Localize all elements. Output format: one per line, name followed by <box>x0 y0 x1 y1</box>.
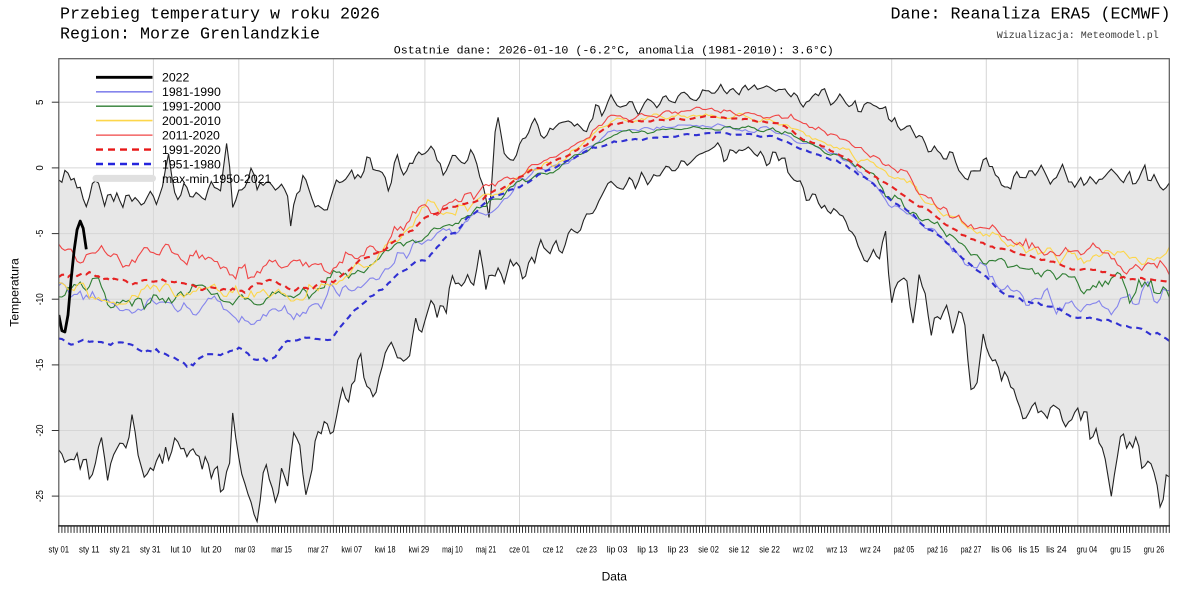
svg-text:wrz 13: wrz 13 <box>826 544 847 554</box>
svg-text:sty 11: sty 11 <box>79 544 100 554</box>
svg-text:cze 12: cze 12 <box>543 544 564 554</box>
svg-text:paź 27: paź 27 <box>961 544 982 554</box>
svg-text:mar 27: mar 27 <box>308 544 329 554</box>
svg-text:gru 15: gru 15 <box>1110 544 1131 554</box>
svg-text:kwi 07: kwi 07 <box>341 544 362 554</box>
svg-text:sty 01: sty 01 <box>49 544 70 554</box>
svg-text:max-min 1950-2021: max-min 1950-2021 <box>162 172 272 186</box>
svg-text:5: 5 <box>35 99 46 105</box>
svg-text:mar 15: mar 15 <box>271 544 292 554</box>
svg-text:gru 26: gru 26 <box>1144 544 1165 554</box>
svg-text:-25: -25 <box>35 490 46 502</box>
svg-text:paź 05: paź 05 <box>894 544 915 554</box>
svg-text:sty 31: sty 31 <box>140 544 161 554</box>
svg-text:lut 10: lut 10 <box>171 544 192 554</box>
svg-text:Data: Data <box>602 570 628 584</box>
svg-text:lis 24: lis 24 <box>1046 544 1067 554</box>
svg-text:-5: -5 <box>35 229 46 237</box>
svg-text:cze 01: cze 01 <box>509 544 530 554</box>
svg-text:kwi 29: kwi 29 <box>409 544 430 554</box>
svg-text:1981-1990: 1981-1990 <box>162 85 221 99</box>
svg-text:lis 06: lis 06 <box>991 544 1012 554</box>
svg-text:paź 16: paź 16 <box>927 544 948 554</box>
svg-text:sie 12: sie 12 <box>729 544 750 554</box>
svg-text:lis 15: lis 15 <box>1019 544 1040 554</box>
svg-text:Region: Morze Grenlandzkie: Region: Morze Grenlandzkie <box>60 24 320 43</box>
svg-text:wrz 24: wrz 24 <box>859 544 880 554</box>
svg-text:Dane: Reanaliza ERA5 (ECMWF): Dane: Reanaliza ERA5 (ECMWF) <box>891 5 1171 24</box>
svg-text:1991-2020: 1991-2020 <box>162 143 221 157</box>
svg-text:Przebieg temperatury w roku 20: Przebieg temperatury w roku 2026 <box>60 5 380 24</box>
svg-text:-10: -10 <box>35 293 46 305</box>
svg-text:lut 20: lut 20 <box>201 544 222 554</box>
svg-text:1951-1980: 1951-1980 <box>162 157 221 171</box>
svg-text:wrz 02: wrz 02 <box>792 544 813 554</box>
svg-text:2001-2010: 2001-2010 <box>162 114 221 128</box>
svg-text:cze 23: cze 23 <box>576 544 597 554</box>
svg-text:2011-2020: 2011-2020 <box>162 128 220 142</box>
svg-text:1991-2000: 1991-2000 <box>162 100 221 114</box>
svg-text:gru 04: gru 04 <box>1077 544 1098 554</box>
svg-text:Ostatnie dane: 2026-01-10 (-6.: Ostatnie dane: 2026-01-10 (-6.2°C, anoma… <box>394 44 834 57</box>
svg-text:lip 13: lip 13 <box>637 544 658 554</box>
svg-text:0: 0 <box>35 165 46 171</box>
svg-text:sie 02: sie 02 <box>698 544 719 554</box>
svg-text:2022: 2022 <box>162 71 190 85</box>
svg-text:maj 10: maj 10 <box>442 544 463 554</box>
svg-text:Wizualizacja: Meteomodel.pl: Wizualizacja: Meteomodel.pl <box>997 30 1159 42</box>
svg-text:sty 21: sty 21 <box>110 544 131 554</box>
svg-text:kwi 18: kwi 18 <box>375 544 396 554</box>
svg-text:lip 23: lip 23 <box>668 544 689 554</box>
svg-text:lip 03: lip 03 <box>607 544 628 554</box>
svg-text:mar 03: mar 03 <box>235 544 256 554</box>
svg-text:-15: -15 <box>35 358 46 370</box>
svg-text:Temperatura: Temperatura <box>8 258 22 327</box>
svg-text:sie 22: sie 22 <box>759 544 780 554</box>
svg-text:maj 21: maj 21 <box>476 544 497 554</box>
svg-text:-20: -20 <box>35 424 46 436</box>
